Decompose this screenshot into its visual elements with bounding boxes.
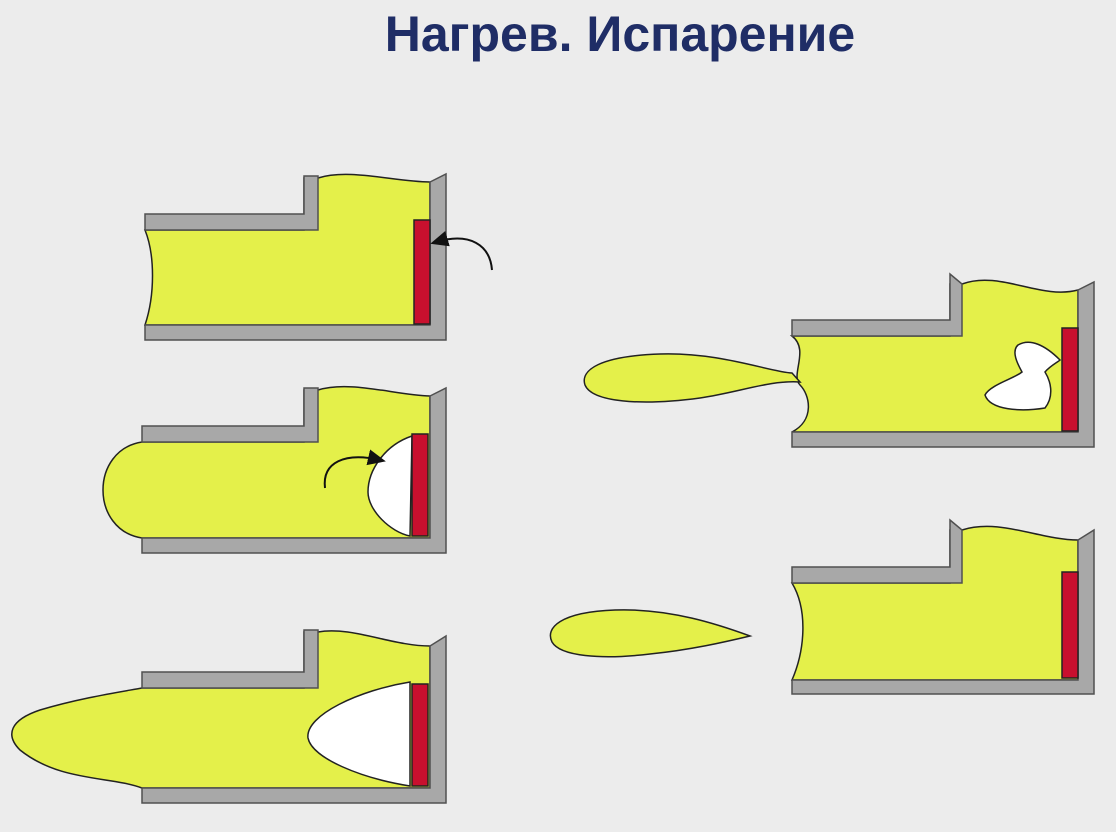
stage-2-wall <box>141 386 447 554</box>
stage-5-liquid <box>790 525 1079 681</box>
stage-1-nozzle <box>143 172 493 341</box>
stage-1-liquid <box>143 173 431 326</box>
stage-4-nozzle <box>583 272 1095 448</box>
stage-2-heater <box>411 433 429 537</box>
stage-1-heater <box>413 219 431 325</box>
stage-2-nozzle <box>102 385 447 554</box>
stage-1-heat-arrow <box>430 230 493 271</box>
stage-4-wall <box>791 272 1095 448</box>
stage-5-droplet <box>549 609 753 658</box>
stage-4-droplet <box>583 353 802 403</box>
stage-3-wall <box>141 629 447 804</box>
stage-2-heat-arrow <box>323 449 386 489</box>
stage-4-bubble <box>984 341 1062 411</box>
stage-5-nozzle <box>549 518 1095 695</box>
page-title: Нагрев. Испарение <box>384 6 856 62</box>
stage-4-heater <box>1061 327 1079 432</box>
stage-3-nozzle <box>11 629 447 804</box>
stage-3-bubble <box>307 681 411 787</box>
stage-5-heater <box>1061 571 1079 679</box>
stage-1-wall <box>144 172 447 341</box>
stage-5-wall <box>791 518 1095 695</box>
stage-3-heater <box>411 683 429 787</box>
